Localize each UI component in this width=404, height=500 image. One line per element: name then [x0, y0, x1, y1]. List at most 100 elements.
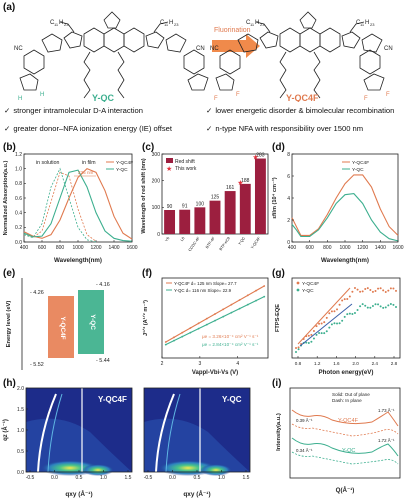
chart-h-xtick-1-1: 0.0 [169, 475, 176, 481]
svg-text:23: 23 [370, 22, 375, 27]
chart-d-xtick-0: 400 [288, 245, 297, 251]
chart-e-lumo-y-qc4f: - 4.26 [30, 290, 44, 296]
chart-e-lumo-y-qc: - 4.16 [96, 282, 110, 288]
chart-g-xtick-4: 2.4 [372, 361, 379, 366]
chart-d-ylabel: εfilm (10⁴ cm⁻¹) [271, 177, 278, 218]
chart-g-point-b-21 [348, 312, 351, 315]
chart-g-point-a-39 [395, 289, 397, 292]
chart-g-point-a-35 [384, 290, 387, 293]
chart-f-point-0-5 [205, 317, 208, 320]
chart-d-ytick-3: 6 [287, 174, 290, 180]
chart-c-category-4: BTP-eC9 [219, 236, 231, 251]
chart-f-point-1-5 [205, 323, 208, 326]
chart-g-ftps-eqe: 0.8 1.2 1.6 2.0 2.4 2.8 Y-QC4F Y-QC Photon en… [275, 277, 401, 376]
chart-g-point-a-28 [366, 287, 369, 290]
chart-d-xtick-2: 800 [323, 245, 332, 251]
chart-g-point-a-18 [341, 299, 344, 302]
chart-g-point-b-1 [297, 348, 300, 351]
panel-label-b: (b) [3, 142, 16, 153]
chart-b-xtick-6: 1600 [126, 245, 137, 251]
chart-g-point-b-38 [392, 303, 395, 306]
chart-g-xlabel: Photon energy(eV) [318, 369, 373, 376]
chart-g-point-a-24 [356, 288, 359, 291]
chart-g-point-b-15 [333, 322, 336, 325]
bullet-4: ✓ n-type NFA with responsibility over 150… [206, 124, 364, 133]
chart-f-point-1-3 [189, 331, 192, 334]
chart-c-value-1: 91 [182, 204, 188, 210]
chart-c-value-6: 283 [256, 153, 265, 159]
chart-g-point-b-10 [320, 332, 323, 335]
bullet-1: ✓ stronger intramolecular D-A interaction [4, 106, 143, 115]
chart-b-series-0 [23, 168, 133, 240]
panel-label-d: (d) [272, 142, 285, 153]
chart-f-mobility-y-qc: μe = 2.84×10⁻⁴ cm² V⁻¹ s⁻¹ [202, 342, 259, 347]
svg-text:H: H [365, 20, 369, 26]
chart-b-xtick-4: 1200 [90, 245, 101, 251]
svg-text:F: F [214, 96, 218, 102]
chart-b-series-3 [23, 167, 97, 243]
chart-h-xtick-0-2: 0.5 [76, 475, 83, 481]
chart-b-xtick-1: 600 [38, 245, 47, 251]
chart-d-ytick-0: 0 [287, 240, 290, 246]
chart-f-xtick-2: 4 [236, 361, 239, 367]
svg-text:C: C [356, 20, 361, 26]
chart-f-legend: Y-QC4F d= 125 nm Slope= 27.7 Y-QC d= 116… [166, 281, 237, 293]
chart-b-legend-y-qc4f: Y-QC4F [116, 160, 133, 166]
chart-g-legend-y-qc: Y-QC [302, 288, 314, 294]
chart-f-point-0-10 [246, 294, 249, 297]
chart-g-point-a-8 [315, 325, 318, 328]
panel-label-c: (c) [142, 142, 155, 153]
chart-e-homo-y-qc4f: - 5.52 [30, 362, 44, 368]
chart-c-bar-4 [224, 191, 236, 234]
chart-b-series-2 [23, 171, 97, 242]
chart-f-legend-y-qc: Y-QC d= 116 nm Slope= 22.9 [174, 288, 232, 293]
panel-label-a: (a) [3, 2, 16, 13]
chart-g-point-b-39 [395, 305, 397, 308]
chart-b-xtick-2: 800 [56, 245, 65, 251]
chart-d-frame [291, 153, 399, 243]
chart-g-point-a-29 [369, 289, 372, 292]
chart-h-ytick-3: 1.5 [17, 407, 24, 413]
chart-i-y-qc-dash [291, 451, 399, 465]
chart-g-point-a-20 [346, 297, 349, 300]
chart-i-y-qc4f-solid [291, 409, 399, 427]
chart-f-point-0-6 [214, 313, 216, 315]
chart-b-xlabel: Wavelength(nm) [54, 257, 102, 264]
chart-c-category-1: L8 [180, 236, 186, 242]
chart-c-value-0: 90 [167, 204, 173, 210]
svg-text:23: 23 [64, 22, 69, 27]
chart-c-legend-this-work: This work [175, 166, 197, 172]
chart-h-xtick-0-0: -0.5 [26, 475, 35, 481]
chart-f-frame [161, 277, 269, 359]
svg-text:F: F [386, 92, 390, 98]
chart-c-bar-3 [209, 200, 221, 234]
svg-text:★: ★ [166, 165, 172, 173]
panel-label-h: (h) [3, 378, 16, 389]
chart-g-point-b-29 [369, 306, 372, 309]
chart-i-peak-172: 1.72 Å⁻¹ [378, 438, 395, 443]
chart-h-xtick-1-2: 0.5 [194, 475, 201, 481]
chart-f-point-1-12 [263, 295, 266, 298]
chart-g-point-b-18 [341, 319, 344, 322]
chart-b-ytick-3: 0.6 [15, 196, 22, 202]
chart-f-point-1-11 [255, 299, 257, 302]
panel-label-e: (e) [3, 268, 16, 279]
chart-d-series-1 [291, 193, 399, 242]
svg-text:H: H [59, 20, 63, 26]
chart-i-line-cuts: Solid: Out of plane Dash: In plane 0.39 … [276, 387, 401, 494]
chart-g-point-a-38 [392, 287, 395, 290]
chart-g-point-b-0 [295, 351, 297, 353]
chart-g-point-b-11 [323, 332, 326, 335]
chart-g-point-b-4 [305, 341, 308, 344]
molecule-y-qc [19, 11, 209, 99]
svg-text:23: 23 [174, 22, 179, 27]
chart-g-legend-y-qc4f: Y-QC4F [302, 281, 319, 287]
chart-c-bar-1 [179, 209, 191, 234]
chart-f-xlabel: Vappl-Vbi-Vs (V) [192, 370, 238, 376]
svg-text:11: 11 [164, 22, 169, 27]
chart-g-point-b-9 [318, 331, 321, 334]
chart-c-category-0: Y6 [164, 236, 170, 242]
chart-b-series-1 [23, 169, 133, 242]
chart-e-ylabel: Energy level (eV) [6, 301, 12, 348]
chart-g-xtick-3: 2.0 [352, 361, 359, 366]
